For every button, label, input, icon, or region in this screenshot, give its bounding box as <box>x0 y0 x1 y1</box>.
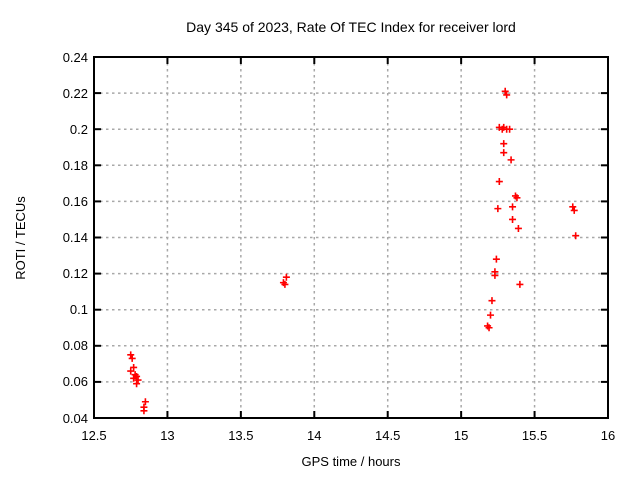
data-point-marker <box>513 194 521 202</box>
data-point-marker <box>492 255 500 263</box>
data-point-marker <box>570 206 578 214</box>
data-point-marker <box>572 232 580 240</box>
y-tick-label: 0.24 <box>62 49 88 65</box>
data-point-marker <box>495 178 503 186</box>
data-point-marker <box>130 374 138 382</box>
y-tick-label: 0.12 <box>62 266 88 282</box>
x-tick-label: 15 <box>453 428 469 443</box>
data-point-marker <box>500 140 508 148</box>
data-point-marker <box>128 354 136 362</box>
data-point-marker <box>487 311 495 319</box>
data-point-marker <box>507 156 515 164</box>
y-tick-label: 0.08 <box>62 338 88 354</box>
data-point-marker <box>134 376 142 384</box>
data-point-marker <box>516 280 524 288</box>
x-tick-label: 15.5 <box>521 428 548 443</box>
chart-title: Day 345 of 2023, Rate Of TEC Index for r… <box>186 19 516 35</box>
data-point-marker <box>127 367 135 375</box>
data-point-marker <box>282 273 290 281</box>
y-tick-label: 0.06 <box>62 374 88 390</box>
y-tick-label: 0.2 <box>69 121 88 137</box>
data-point-marker <box>140 407 148 415</box>
x-tick-label: 14 <box>307 428 322 443</box>
y-tick-label: 0.1 <box>69 302 88 318</box>
y-tick-label: 0.18 <box>62 157 88 173</box>
data-point-marker <box>501 87 509 95</box>
x-tick-label: 12.5 <box>81 428 107 443</box>
data-point-marker <box>514 224 522 232</box>
data-point-marker <box>485 324 493 332</box>
data-point-marker <box>503 91 511 99</box>
x-tick-label: 13.5 <box>228 428 254 443</box>
data-point-marker <box>130 363 138 371</box>
data-point-marker <box>506 125 514 133</box>
data-point-marker <box>491 271 499 279</box>
data-point-marker <box>141 398 149 406</box>
data-point-marker <box>509 215 517 223</box>
data-point-marker <box>281 280 289 288</box>
data-point-marker <box>488 297 496 305</box>
x-axis-label: GPS time / hours <box>301 454 401 469</box>
y-tick-label: 0.04 <box>62 410 88 426</box>
y-tick-label: 0.16 <box>62 193 88 209</box>
y-tick-label: 0.14 <box>62 230 88 245</box>
data-point-marker <box>500 149 508 157</box>
plot-border <box>93 56 609 419</box>
data-point-marker <box>133 380 141 388</box>
data-point-marker <box>494 205 502 213</box>
data-point-marker <box>509 203 517 211</box>
x-tick-label: 13 <box>160 428 175 443</box>
data-point-marker <box>127 351 135 359</box>
x-tick-label: 16 <box>600 428 616 443</box>
x-tick-label: 14.5 <box>375 428 401 443</box>
data-point-marker <box>569 203 577 211</box>
y-tick-label: 0.22 <box>62 85 88 101</box>
